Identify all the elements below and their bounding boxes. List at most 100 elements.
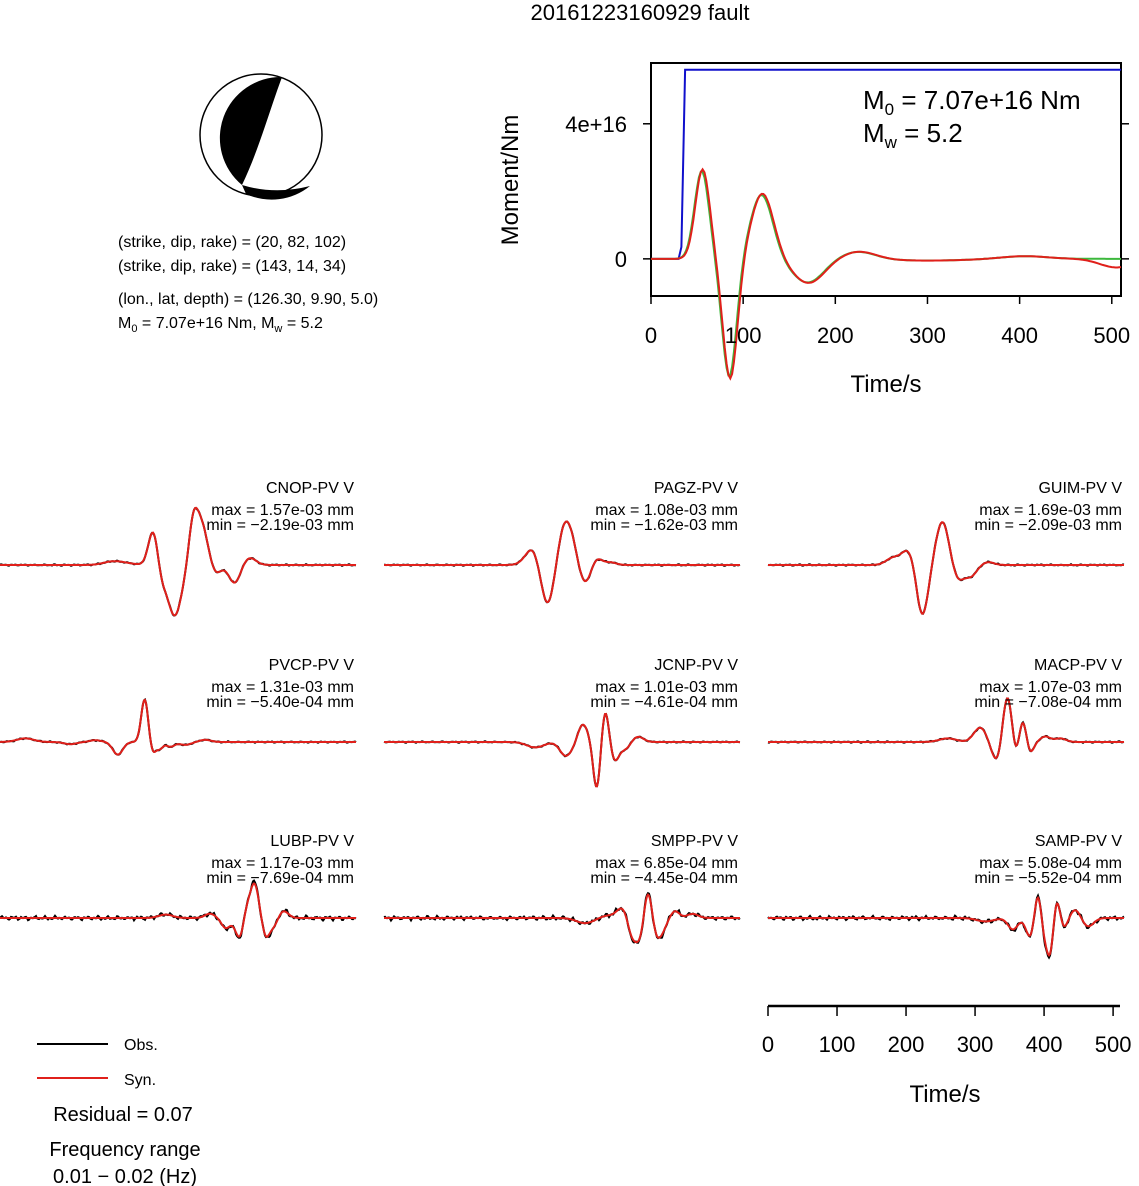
stf-m0-sub: 0 (885, 100, 894, 119)
station-max: max = 1.07e-03 mm (979, 679, 1122, 696)
station-min: min = −7.69e-04 mm (206, 870, 354, 887)
station-max: max = 6.85e-04 mm (595, 855, 738, 872)
station-name: PVCP-PV V (269, 657, 355, 674)
station-min: min = −5.40e-04 mm (206, 694, 354, 711)
station-max: max = 1.69e-03 mm (979, 502, 1122, 519)
figure-title: 20161223160929 fault (531, 0, 750, 25)
station-min: min = −2.09e-03 mm (974, 517, 1122, 534)
station-name: SMPP-PV V (651, 833, 738, 850)
plane2-text: (strike, dip, rake) = (143, 14, 34) (118, 258, 346, 275)
syn-trace (384, 520, 740, 604)
wave-x-tick-label: 100 (819, 1032, 856, 1057)
station-max: max = 1.01e-03 mm (595, 679, 738, 696)
legend: Obs. Syn. (37, 1037, 158, 1089)
station-name: MACP-PV V (1034, 657, 1122, 674)
station-min: min = −4.45e-04 mm (590, 870, 738, 887)
station-min: min = −4.61e-04 mm (590, 694, 738, 711)
stf-x-tick-label: 400 (1001, 323, 1038, 348)
stf-x-tick-label: 0 (645, 323, 657, 348)
wave-x-label: Time/s (909, 1081, 980, 1108)
wave-time-axis: 0 100 200 300 400 500 Time/s (762, 1004, 1132, 1108)
moment-value: = 7.07e+16 Nm, M (137, 315, 274, 332)
freq-label: Frequency range (49, 1139, 200, 1161)
stf-mw-annotation: Mw = 5.2 (863, 118, 963, 152)
stf-x-label: Time/s (850, 371, 921, 398)
mw-value: = 5.2 (282, 315, 323, 332)
syn-trace (0, 698, 356, 756)
legend-syn-label: Syn. (124, 1072, 156, 1089)
station-name: SAMP-PV V (1035, 833, 1122, 850)
plane1-text: (strike, dip, rake) = (20, 82, 102) (118, 234, 346, 251)
station-name: CNOP-PV V (266, 480, 354, 497)
wave-x-ticks: 0 100 200 300 400 500 (762, 1006, 1132, 1057)
obs-trace (767, 521, 1125, 615)
syn-trace (0, 882, 356, 938)
stf-x-ticks: 0 100 200 300 400 500 (645, 296, 1130, 348)
station-name: PAGZ-PV V (654, 480, 738, 497)
wave-x-tick-label: 200 (888, 1032, 925, 1057)
syn-trace (0, 506, 356, 617)
stf-x-tick-label: 200 (817, 323, 854, 348)
stf-frame (650, 62, 1122, 297)
stf-x-tick-label: 500 (1093, 323, 1130, 348)
station-min: min = −2.19e-03 mm (206, 517, 354, 534)
stf-m0-annotation: M0 = 7.07e+16 Nm (863, 85, 1081, 119)
stf-x-tick-label: 100 (725, 323, 762, 348)
stf-y-ticks: 0 4e+16 (565, 112, 1129, 272)
stf-mw-sub: w (884, 133, 898, 152)
obs-trace (0, 879, 357, 939)
station-min: min = −5.52e-04 mm (974, 870, 1122, 887)
station-max: max = 1.57e-03 mm (211, 502, 354, 519)
stf-y-tick-label: 4e+16 (565, 112, 627, 137)
wave-x-tick-label: 400 (1026, 1032, 1063, 1057)
moment-sub: 0 (131, 323, 137, 335)
station-name: GUIM-PV V (1038, 480, 1122, 497)
syn-trace (768, 521, 1124, 615)
obs-trace (767, 892, 1125, 960)
stf-mw-prefix: M (863, 118, 885, 148)
syn-trace (384, 892, 740, 944)
station-name: LUBP-PV V (270, 833, 354, 850)
moment-text: M0 = 7.07e+16 Nm, Mw = 5.2 (118, 315, 323, 335)
station-max: max = 1.31e-03 mm (211, 679, 354, 696)
stf-green-line (651, 170, 1121, 377)
syn-trace (768, 697, 1124, 760)
station-max: max = 1.17e-03 mm (211, 855, 354, 872)
mw-sub: w (273, 323, 282, 335)
residual-text: Residual = 0.07 (53, 1104, 193, 1126)
wave-x-tick-label: 500 (1095, 1032, 1132, 1057)
wave-x-tick-label: 300 (957, 1032, 994, 1057)
stf-y-label: Moment/Nm (497, 115, 524, 246)
beachball-icon (199, 73, 323, 200)
station-max: max = 5.08e-04 mm (979, 855, 1122, 872)
syn-trace (384, 712, 740, 788)
legend-obs-label: Obs. (124, 1037, 158, 1054)
station-min: min = −7.08e-04 mm (974, 694, 1122, 711)
stf-panel: 0 100 200 300 400 500 0 4e+16 Time/s Moment/Nm… (497, 62, 1130, 398)
station-name: JCNP-PV V (654, 657, 738, 674)
stf-m0-prefix: M (863, 85, 885, 115)
station-min: min = −1.62e-03 mm (590, 517, 738, 534)
location-text: (lon., lat, depth) = (126.30, 9.90, 5.0) (118, 291, 378, 308)
stf-mw-value: = 5.2 (897, 118, 963, 148)
station-max: max = 1.08e-03 mm (595, 502, 738, 519)
stf-m0-value: = 7.07e+16 Nm (894, 85, 1080, 115)
freq-value: 0.01 − 0.02 (Hz) (53, 1166, 197, 1186)
syn-trace (768, 895, 1124, 957)
wave-x-tick-label: 0 (762, 1032, 774, 1057)
moment-prefix: M (118, 315, 131, 332)
stf-y-tick-label: 0 (615, 247, 627, 272)
stf-red-line (651, 167, 1122, 381)
stf-x-tick-label: 300 (909, 323, 946, 348)
